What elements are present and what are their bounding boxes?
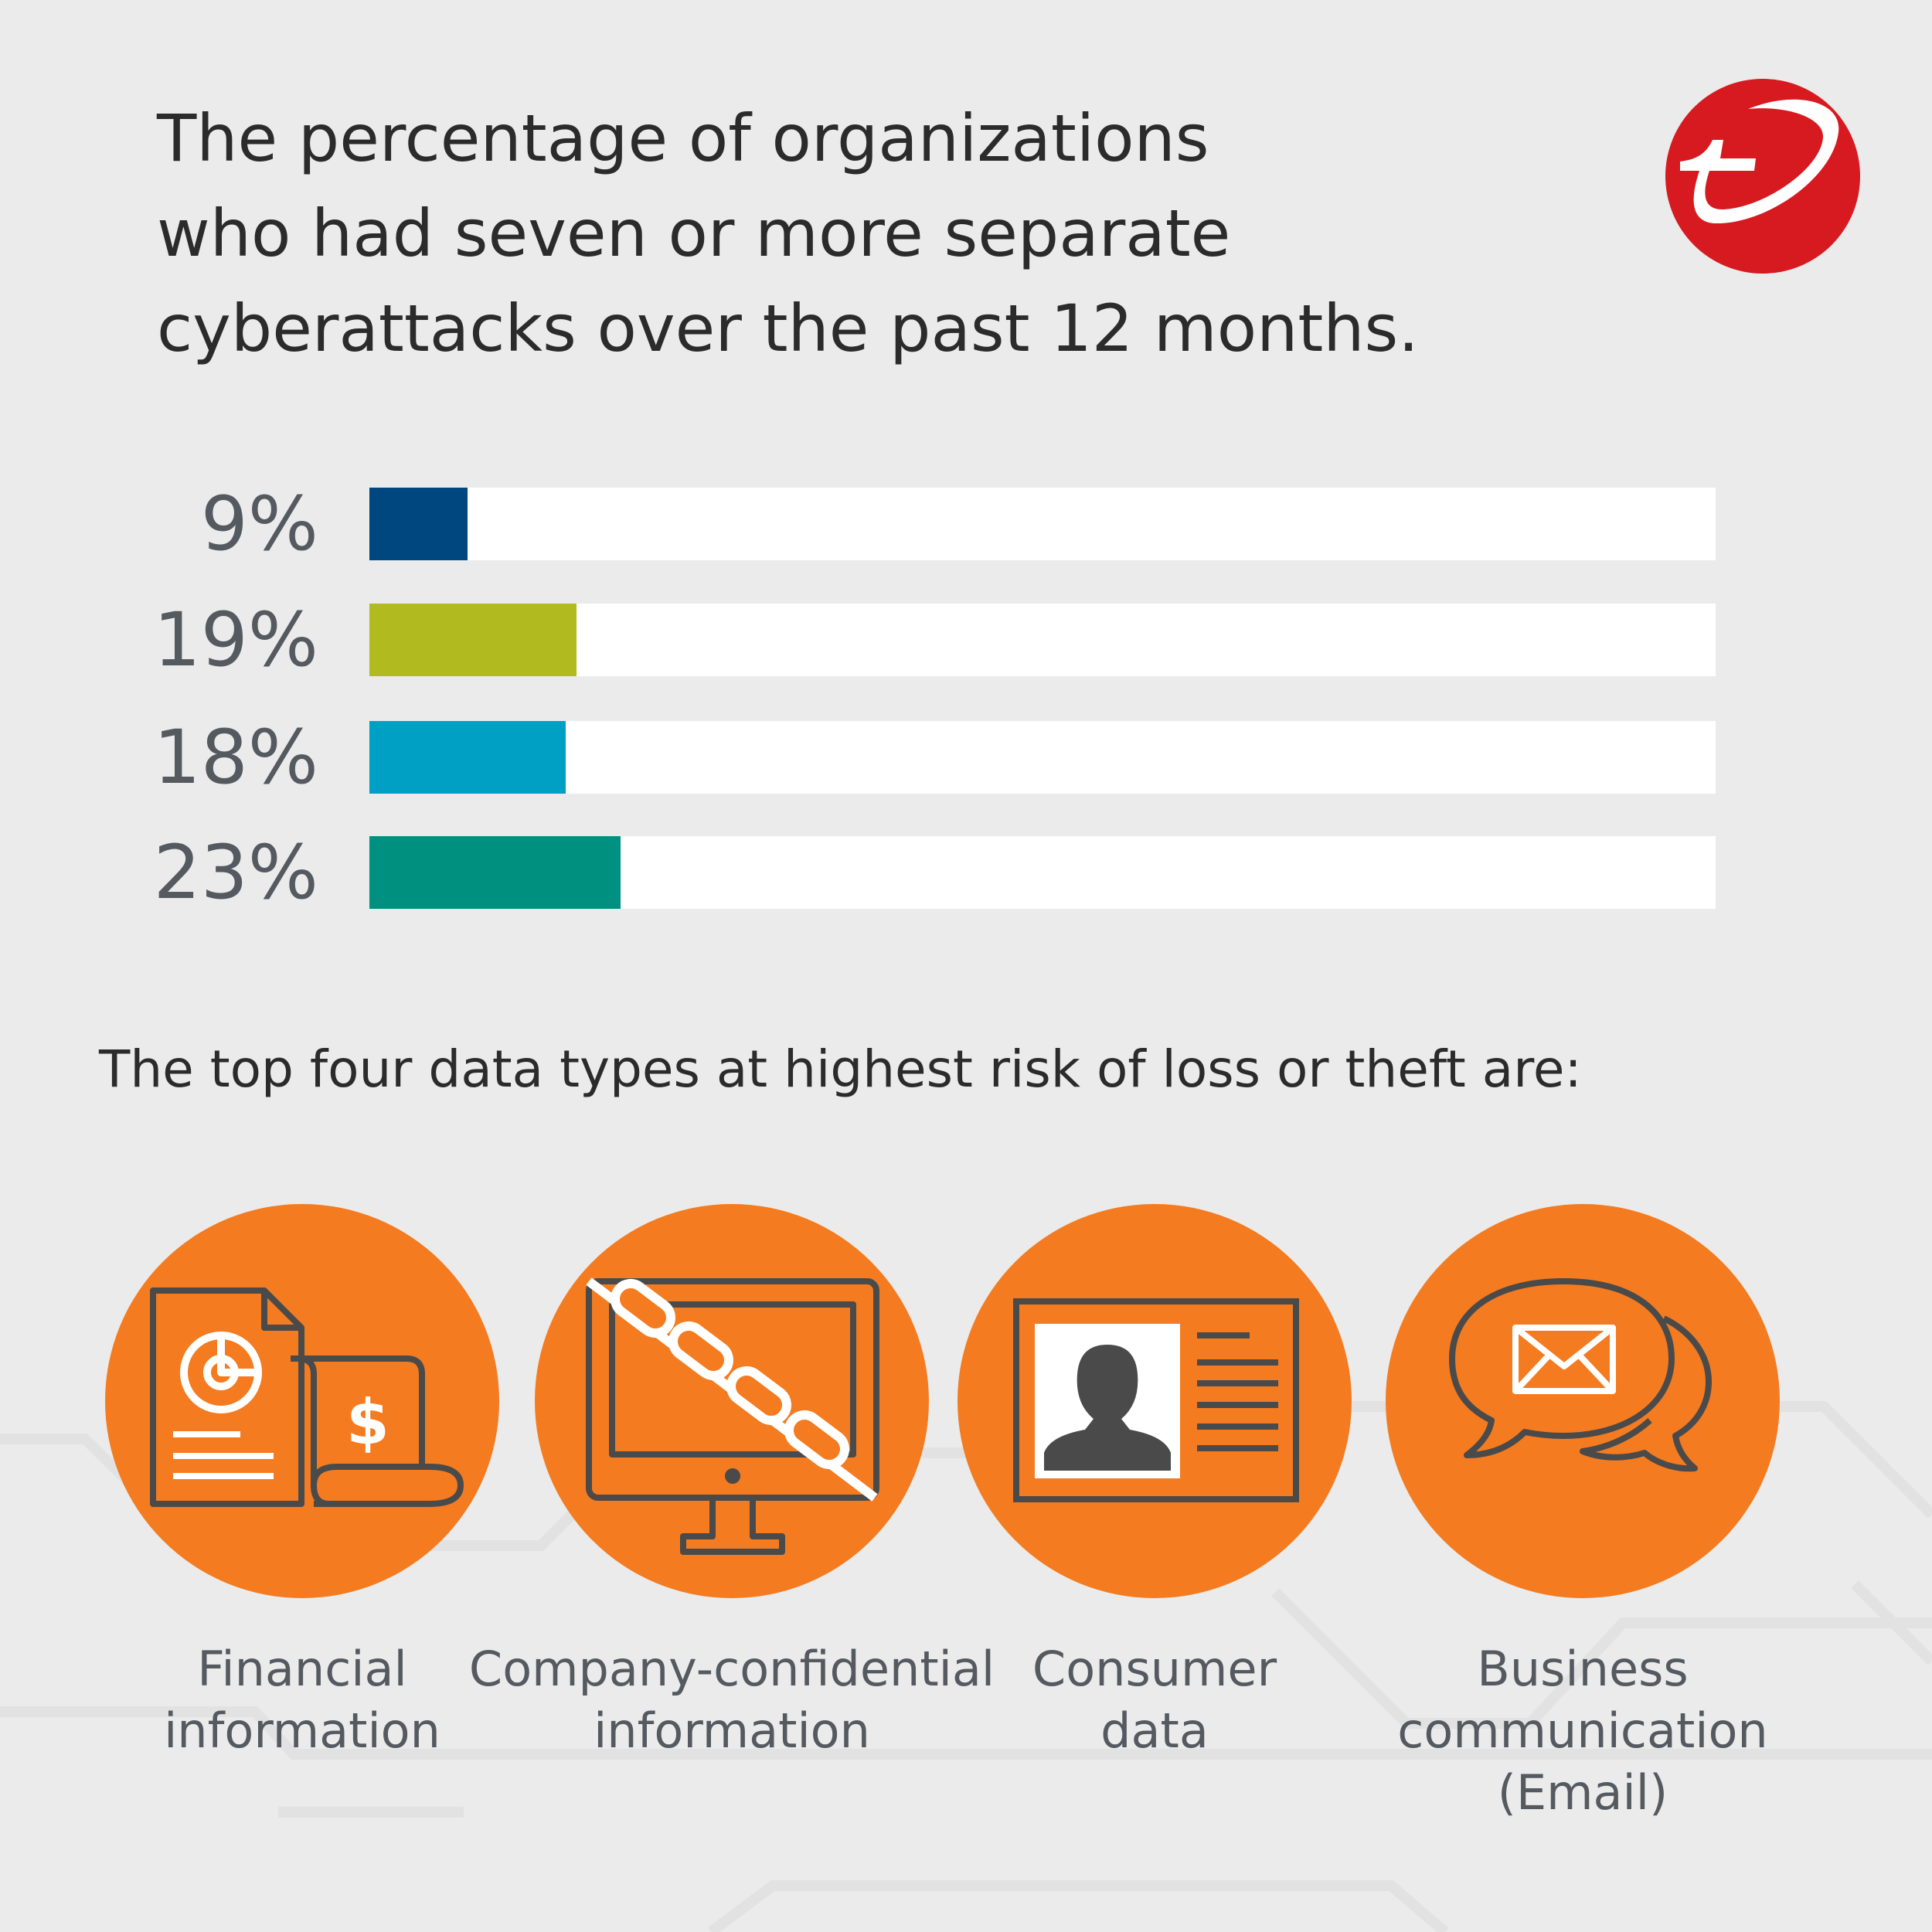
bar-fill <box>369 721 566 794</box>
label-line: communication <box>1397 1702 1768 1759</box>
id-card-icon <box>1013 1298 1299 1502</box>
label-line: data <box>1100 1702 1209 1759</box>
title-line: The percentage of organizations <box>157 100 1209 176</box>
bar-fill <box>369 488 468 560</box>
label-line: information <box>164 1702 440 1759</box>
financial-information-circle: $ <box>105 1204 499 1598</box>
bar-fill <box>369 836 621 909</box>
business-communication-circle <box>1386 1204 1780 1598</box>
bar-track <box>369 488 1716 560</box>
bar-fill <box>369 604 577 676</box>
page-title: The percentage of organizations who had … <box>157 91 1419 376</box>
label-line: Consumer <box>1032 1641 1277 1697</box>
company-confidential-circle <box>535 1204 929 1598</box>
consumer-data-label: Consumer data <box>876 1638 1433 1762</box>
bar-value-label: 23% <box>153 829 318 916</box>
label-line: Business <box>1477 1641 1689 1697</box>
label-line: Financial <box>197 1641 407 1697</box>
trend-micro-logo <box>1665 79 1860 274</box>
consumer-data-circle <box>957 1204 1352 1598</box>
email-chat-icon <box>1449 1278 1712 1472</box>
label-line: Company-confidential <box>468 1641 995 1697</box>
financial-information-label: Financial information <box>24 1638 580 1762</box>
company-confidential-label: Company-confidential information <box>454 1638 1010 1762</box>
title-line: cyberattacks over the past 12 months. <box>157 291 1419 366</box>
label-line: information <box>594 1702 870 1759</box>
bar-track <box>369 721 1716 794</box>
locked-monitor-icon <box>586 1277 879 1555</box>
bar-value-label: 18% <box>153 714 318 801</box>
business-communication-label: Business communication (Email) <box>1304 1638 1861 1824</box>
bar-value-label: 19% <box>153 597 318 683</box>
svg-text:$: $ <box>346 1386 389 1458</box>
title-line: who had seven or more separate <box>157 196 1231 271</box>
bar-track <box>369 836 1716 909</box>
bar-track <box>369 604 1716 676</box>
label-line: (Email) <box>1497 1764 1668 1821</box>
bar-value-label: 9% <box>200 481 318 567</box>
section-subtitle: The top four data types at highest risk … <box>99 1039 1582 1099</box>
financial-document-icon: $ <box>150 1287 464 1507</box>
